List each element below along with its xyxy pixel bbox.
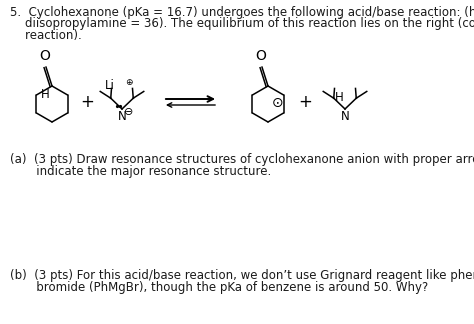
- Text: 5.  Cyclohexanone (pKa = 16.7) undergoes the following acid/base reaction: (hint: 5. Cyclohexanone (pKa = 16.7) undergoes …: [10, 6, 474, 19]
- Text: ⊙: ⊙: [272, 96, 284, 110]
- Text: Li: Li: [105, 79, 115, 92]
- Text: indicate the major resonance structure.: indicate the major resonance structure.: [10, 165, 271, 178]
- Text: +: +: [298, 93, 312, 111]
- Text: O: O: [39, 49, 50, 63]
- Text: ⊖: ⊖: [124, 107, 134, 117]
- Text: N: N: [341, 110, 349, 123]
- Text: diisopropylamine = 36). The equilibrium of this reaction lies on the right (comp: diisopropylamine = 36). The equilibrium …: [10, 17, 474, 30]
- Text: bromide (PhMgBr), though the pKa of benzene is around 50. Why?: bromide (PhMgBr), though the pKa of benz…: [10, 281, 428, 294]
- Text: (b)  (3 pts) For this acid/base reaction, we don’t use Grignard reagent like phe: (b) (3 pts) For this acid/base reaction,…: [10, 269, 474, 282]
- Text: N: N: [118, 110, 127, 123]
- Text: H: H: [335, 91, 344, 104]
- Text: reaction).: reaction).: [10, 29, 82, 42]
- Text: O: O: [255, 49, 266, 63]
- Text: H: H: [40, 87, 49, 100]
- Text: +: +: [80, 93, 94, 111]
- Text: ⊕: ⊕: [125, 78, 133, 87]
- Text: (a)  (3 pts) Draw resonance structures of cyclohexanone anion with proper arrows: (a) (3 pts) Draw resonance structures of…: [10, 153, 474, 166]
